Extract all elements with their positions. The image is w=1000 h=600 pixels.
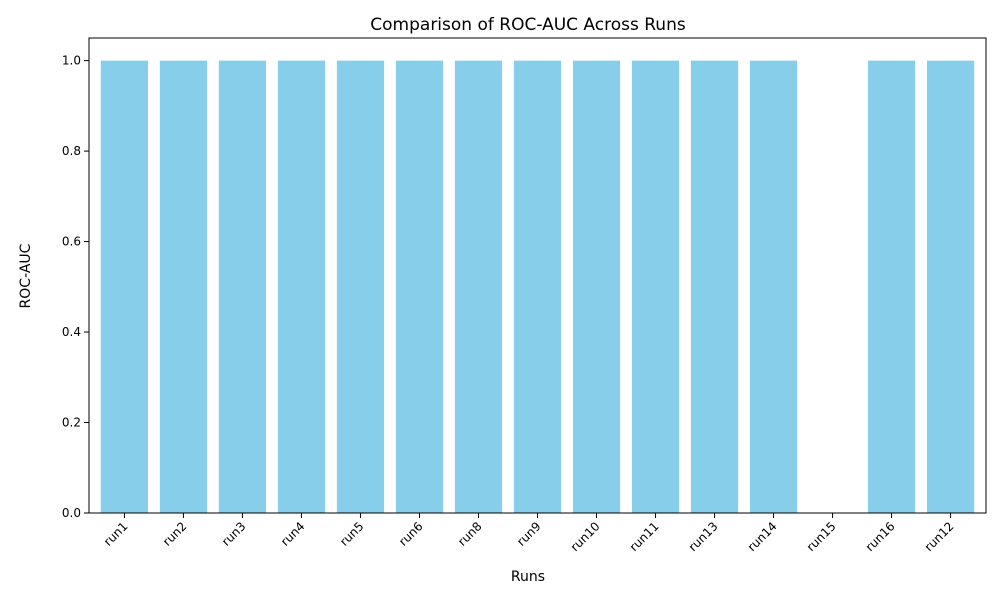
y-tick-label: 0.6 <box>62 235 81 249</box>
y-axis: 0.0 0.2 0.4 0.6 0.8 1.0 <box>62 54 89 520</box>
y-tick-label: 0.0 <box>62 506 81 520</box>
y-tick-label: 1.0 <box>62 54 81 68</box>
bar-run14 <box>749 60 798 514</box>
bars-layer <box>100 60 975 514</box>
bar-run12 <box>926 60 975 514</box>
bar-run5 <box>336 60 385 514</box>
bar-run8 <box>454 60 503 514</box>
chart-title: Comparison of ROC-AUC Across Runs <box>370 15 686 35</box>
bar-run2 <box>159 60 208 514</box>
x-axis-label: Runs <box>511 569 545 585</box>
y-tick-label: 0.2 <box>62 416 81 430</box>
bar-run13 <box>690 60 739 514</box>
bar-run16 <box>867 60 916 514</box>
y-axis-label: ROC-AUC <box>18 243 34 308</box>
bar-run4 <box>277 60 326 514</box>
bar-run6 <box>395 60 444 514</box>
y-tick-label: 0.4 <box>62 325 81 339</box>
bar-run1 <box>100 60 149 514</box>
bar-run9 <box>513 60 562 514</box>
bar-run10 <box>572 60 621 514</box>
plot-frame <box>88 37 987 514</box>
bar-run3 <box>218 60 267 514</box>
y-tick-label: 0.8 <box>62 144 81 158</box>
bar-run11 <box>631 60 680 514</box>
